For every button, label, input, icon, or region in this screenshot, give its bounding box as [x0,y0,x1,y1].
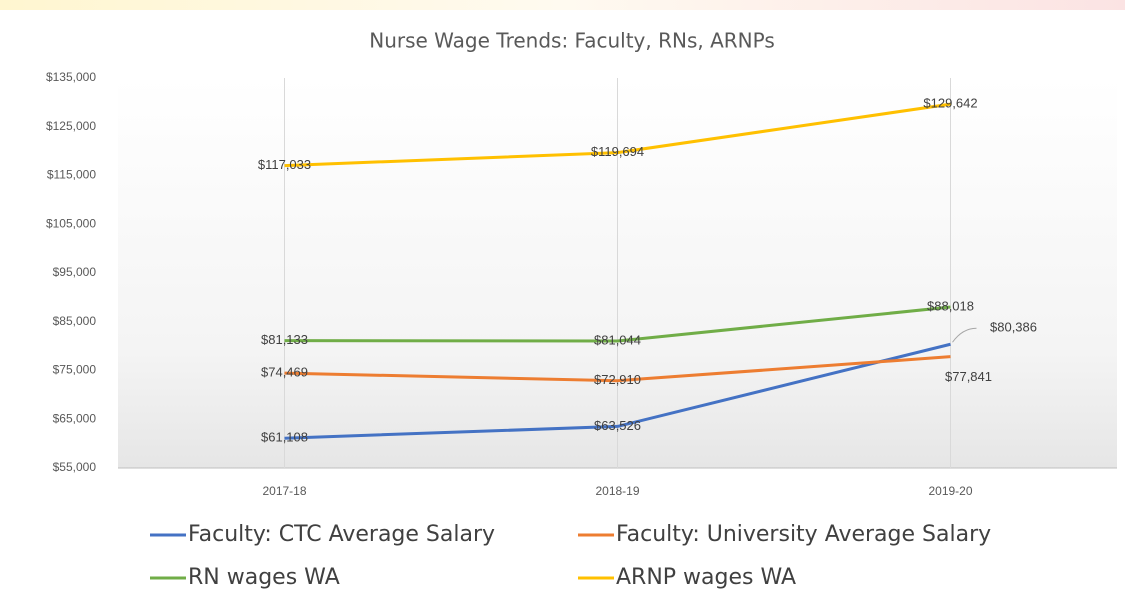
data-label: $117,033 [258,157,311,172]
data-label: $88,018 [927,298,974,313]
data-label: $81,044 [594,332,641,347]
y-tick-label: $55,000 [53,460,97,474]
data-label: $80,386 [990,320,1037,335]
legend-label: Faculty: CTC Average Salary [188,522,495,547]
series-line [284,342,951,440]
data-label: $119,694 [591,144,644,159]
x-tick-label: 2019-20 [928,484,972,498]
series-line [284,355,951,383]
data-label: $72,910 [594,372,641,387]
x-tick-label: 2018-19 [595,484,639,498]
x-tick-label: 2017-18 [262,484,306,498]
series-line [284,102,951,168]
data-label: $61,108 [261,430,308,445]
data-label: $74,469 [261,365,308,380]
data-label: $63,526 [594,418,641,433]
data-label: $81,133 [261,332,308,347]
legend-label: ARNP wages WA [616,565,796,590]
series-line [284,305,951,343]
y-tick-label: $105,000 [46,216,96,230]
legend-label: RN wages WA [188,565,340,590]
y-tick-label: $135,000 [46,70,96,84]
data-label: $129,642 [923,96,977,111]
data-label: $77,841 [945,369,992,384]
decor [0,0,1125,10]
y-tick-label: $125,000 [46,119,96,133]
y-tick-label: $85,000 [53,314,97,328]
legend-label: Faculty: University Average Salary [616,522,991,547]
y-tick-label: $65,000 [53,411,97,425]
y-tick-label: $75,000 [53,363,97,377]
y-tick-label: $115,000 [47,168,96,182]
y-tick-label: $95,000 [53,265,97,279]
leader-line [952,327,977,343]
chart-title: Nurse Wage Trends: Faculty, RNs, ARNPs [369,29,775,53]
